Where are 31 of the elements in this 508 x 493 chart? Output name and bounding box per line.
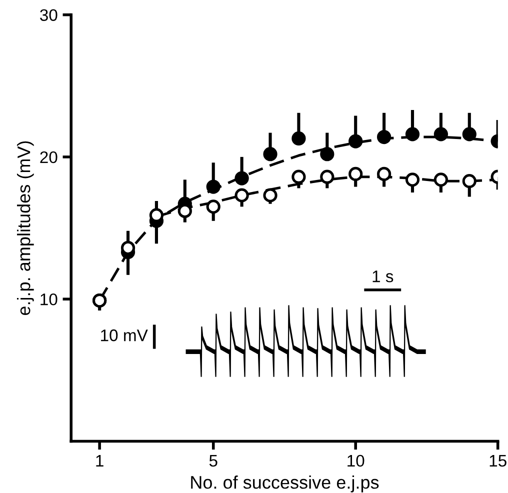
point — [405, 127, 420, 142]
point — [434, 172, 448, 187]
point — [206, 200, 220, 214]
point — [263, 188, 278, 202]
annotation: 10 mV — [101, 329, 148, 342]
x-tick-label: 10 — [348, 454, 364, 467]
x-axis-title: No. of successive e.j.ps — [191, 476, 379, 492]
point — [405, 172, 420, 187]
point — [348, 134, 363, 148]
point — [292, 131, 306, 146]
point — [462, 127, 476, 142]
x-tick-label: 5 — [209, 455, 218, 467]
point — [376, 166, 392, 182]
point — [348, 166, 363, 182]
point — [206, 180, 220, 194]
point — [292, 170, 306, 184]
point — [434, 127, 448, 142]
point — [320, 147, 334, 162]
y-tick-label: 20 — [40, 151, 58, 164]
annotation: 1 s — [372, 270, 394, 282]
x-tick-label: 15 — [490, 455, 506, 467]
y-tick-label: 10 — [40, 293, 58, 306]
point — [462, 174, 476, 188]
point — [234, 171, 249, 186]
y-tick-label: 30 — [40, 9, 58, 21]
x-tick-label: 1 — [96, 455, 104, 467]
point — [320, 170, 334, 184]
point — [376, 130, 392, 144]
point — [234, 188, 249, 202]
point — [263, 147, 278, 162]
y-axis-title: e.j.p. amplitudes (mV) — [17, 141, 34, 316]
